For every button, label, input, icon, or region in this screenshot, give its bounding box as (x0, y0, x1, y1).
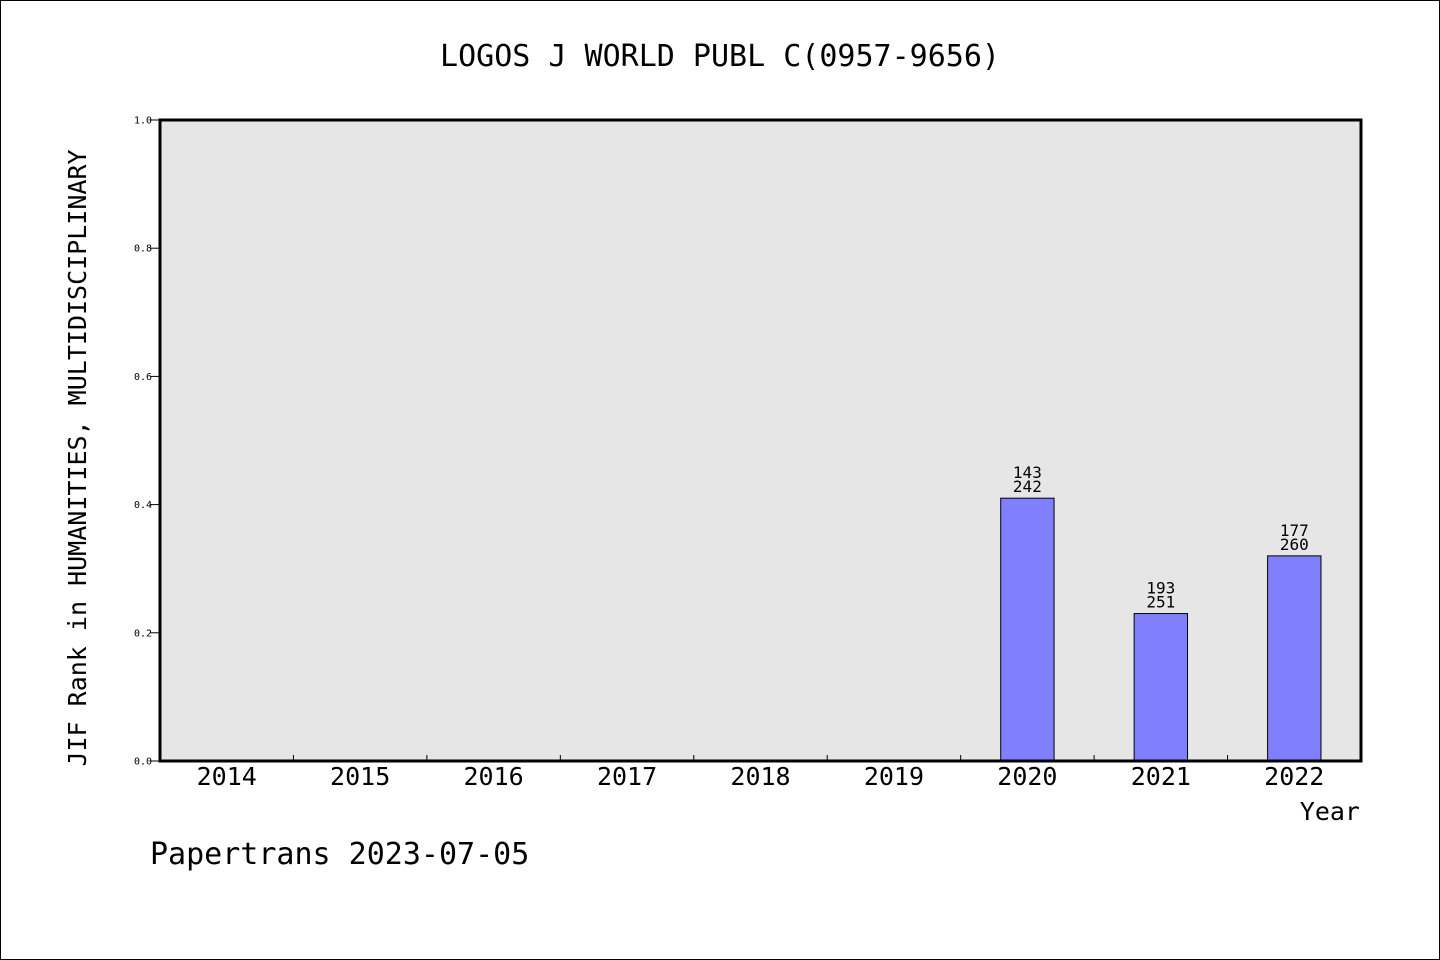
x-tick-label: 2020 (997, 762, 1057, 791)
x-axis: 2014 2015 2016 2017 2018 2019 2020 2021 2022 (197, 755, 1324, 791)
y-axis: 0.0 0.2 0.4 0.6 0.8 1.0 (134, 116, 160, 768)
bar-label-total: 242 (1013, 477, 1042, 496)
footer-credit: Papertrans 2023-07-05 (150, 837, 529, 872)
x-tick-label: 2016 (464, 762, 524, 791)
x-tick-label: 2021 (1131, 762, 1191, 791)
plot-border (158, 118, 1363, 763)
chart-title: LOGOS J WORLD PUBL C(0957-9656) (440, 39, 1000, 74)
x-axis-label: Year (1300, 797, 1360, 826)
bar-label-total: 251 (1146, 593, 1175, 612)
y-tick-label: 0.4 (134, 500, 152, 511)
y-tick-label: 0.8 (134, 244, 152, 255)
y-tick-label: 1.0 (134, 116, 152, 127)
x-tick-label: 2017 (597, 762, 657, 791)
y-tick-label: 0.2 (134, 628, 152, 639)
bar-label-rank: 193 (1146, 579, 1175, 598)
x-tick-label: 2022 (1264, 762, 1324, 791)
y-tick-label: 0.6 (134, 372, 152, 383)
x-tick-label: 2015 (330, 762, 390, 791)
bar-2020 (1000, 497, 1055, 762)
x-tick-label: 2014 (197, 762, 257, 791)
x-tick-label: 2018 (730, 762, 790, 791)
bar-2021 (1133, 613, 1189, 762)
bar-label-rank: 177 (1280, 521, 1309, 540)
bar-2022 (1267, 555, 1322, 762)
y-tick-label: 0.0 (134, 757, 152, 768)
bar-label-rank: 143 (1013, 463, 1042, 482)
x-tick-label: 2019 (864, 762, 924, 791)
y-axis-label: JIF Rank in HUMANITIES, MULTIDISCIPLINAR… (63, 149, 92, 766)
bar-label-total: 260 (1280, 535, 1309, 554)
